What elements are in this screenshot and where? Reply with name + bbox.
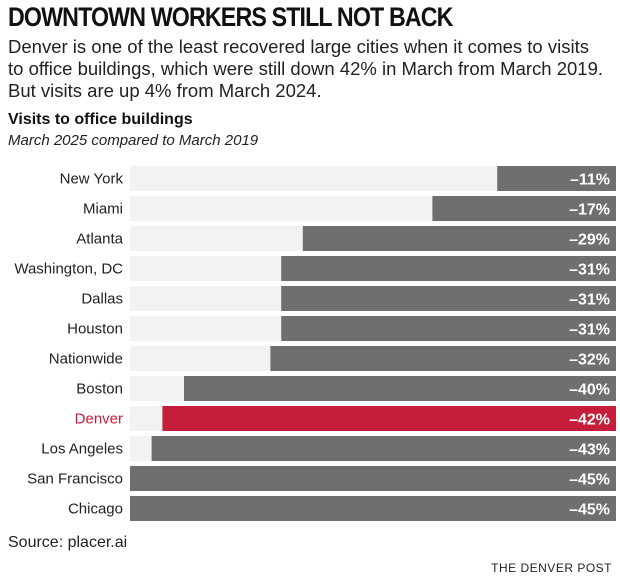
bar-atlanta xyxy=(302,226,616,251)
value-label-new-york: –11% xyxy=(570,172,610,189)
bar-los-angeles xyxy=(151,436,616,461)
category-label-dallas: Dallas xyxy=(81,291,123,308)
value-label-san-francisco: –45% xyxy=(569,472,610,489)
bar-new-york xyxy=(497,166,616,191)
bar-denver xyxy=(162,406,616,431)
value-label-boston: –40% xyxy=(569,382,610,399)
credit: THE DENVER POST xyxy=(491,561,612,575)
bar-dallas xyxy=(281,286,616,311)
category-label-los-angeles: Los Angeles xyxy=(41,441,123,458)
chart-title: Visits to office buildings xyxy=(8,111,193,128)
value-label-miami: –17% xyxy=(569,202,610,219)
category-label-denver: Denver xyxy=(75,411,123,428)
category-label-houston: Houston xyxy=(67,321,123,338)
value-label-dallas: –31% xyxy=(569,292,610,309)
headline: DOWNTOWN WORKERS STILL NOT BACK xyxy=(8,2,453,32)
value-label-denver: –42% xyxy=(569,412,610,429)
value-label-los-angeles: –43% xyxy=(569,442,610,459)
category-label-san-francisco: San Francisco xyxy=(27,471,123,488)
bar-chicago xyxy=(130,496,616,521)
category-label-washington-dc: Washington, DC xyxy=(14,261,123,278)
dek: Denver is one of the least recovered lar… xyxy=(8,36,604,101)
bar-washington-dc xyxy=(281,256,616,281)
value-label-atlanta: –29% xyxy=(569,232,610,249)
bar-chart: –11% New York –17% Miami –29% Atlanta –31% Wash… xyxy=(14,166,616,521)
category-label-atlanta: Atlanta xyxy=(76,231,123,248)
source-note: Source: placer.ai xyxy=(8,534,128,551)
category-label-miami: Miami xyxy=(83,201,123,218)
chart-subtitle: March 2025 compared to March 2019 xyxy=(8,132,259,149)
category-label-chicago: Chicago xyxy=(68,501,123,518)
value-label-houston: –31% xyxy=(569,322,610,339)
value-label-washington-dc: –31% xyxy=(569,262,610,279)
bar-houston xyxy=(281,316,616,341)
value-label-nationwide: –32% xyxy=(569,352,610,369)
bar-san-francisco xyxy=(130,466,616,491)
value-label-chicago: –45% xyxy=(569,502,610,519)
category-label-new-york: New York xyxy=(60,171,124,188)
bar-nationwide xyxy=(270,346,616,371)
category-label-nationwide: Nationwide xyxy=(49,351,123,368)
bar-boston xyxy=(184,376,616,401)
bar-miami xyxy=(432,196,616,221)
category-label-boston: Boston xyxy=(76,381,123,398)
